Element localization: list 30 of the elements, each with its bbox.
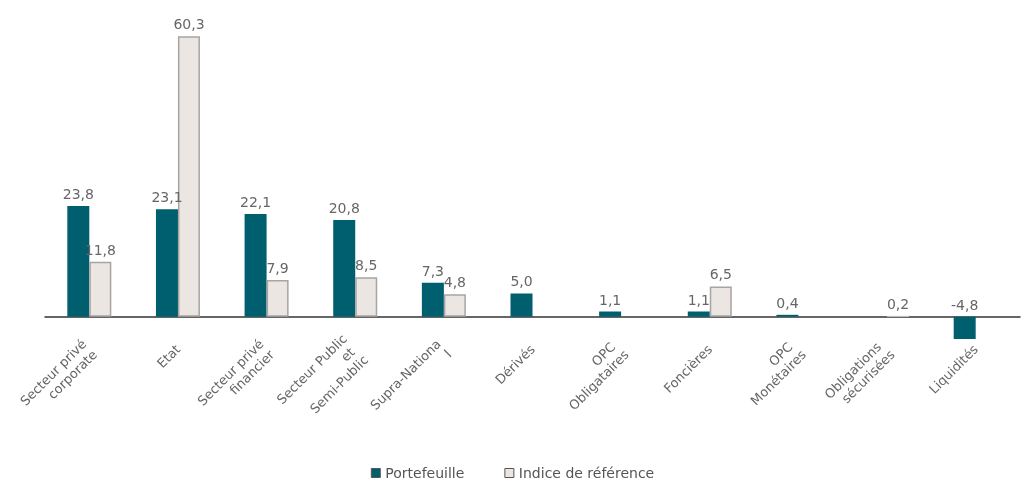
data-label: 7,9 — [266, 259, 289, 276]
data-label: 60,3 — [173, 16, 205, 33]
data-label: 5,0 — [510, 273, 533, 290]
data-label: 7,3 — [421, 262, 444, 279]
data-label: -4,8 — [951, 296, 979, 313]
data-label: 20,8 — [328, 199, 360, 216]
data-label: 1,1 — [599, 291, 622, 308]
bar — [687, 311, 710, 317]
bar — [443, 294, 466, 317]
data-label: 22,1 — [240, 193, 272, 210]
bar — [355, 277, 378, 317]
legend-label: Portefeuille — [385, 465, 465, 481]
data-label: 0,2 — [886, 295, 910, 312]
bar — [244, 213, 267, 317]
bar — [89, 261, 112, 317]
bar — [155, 209, 178, 317]
bar — [510, 293, 533, 317]
bar — [599, 311, 622, 317]
data-label: 0,4 — [776, 294, 799, 311]
data-label: 4,8 — [443, 274, 466, 291]
data-label: 1,1 — [687, 291, 710, 308]
bar — [266, 279, 289, 317]
bar — [953, 316, 976, 339]
legend-label: Indice de référence — [518, 465, 655, 481]
data-label: 23,8 — [62, 185, 94, 202]
bar — [333, 219, 356, 317]
bar — [421, 282, 444, 317]
data-label: 8,5 — [355, 257, 378, 274]
bar — [709, 286, 732, 317]
data-label: 6,5 — [709, 266, 732, 283]
